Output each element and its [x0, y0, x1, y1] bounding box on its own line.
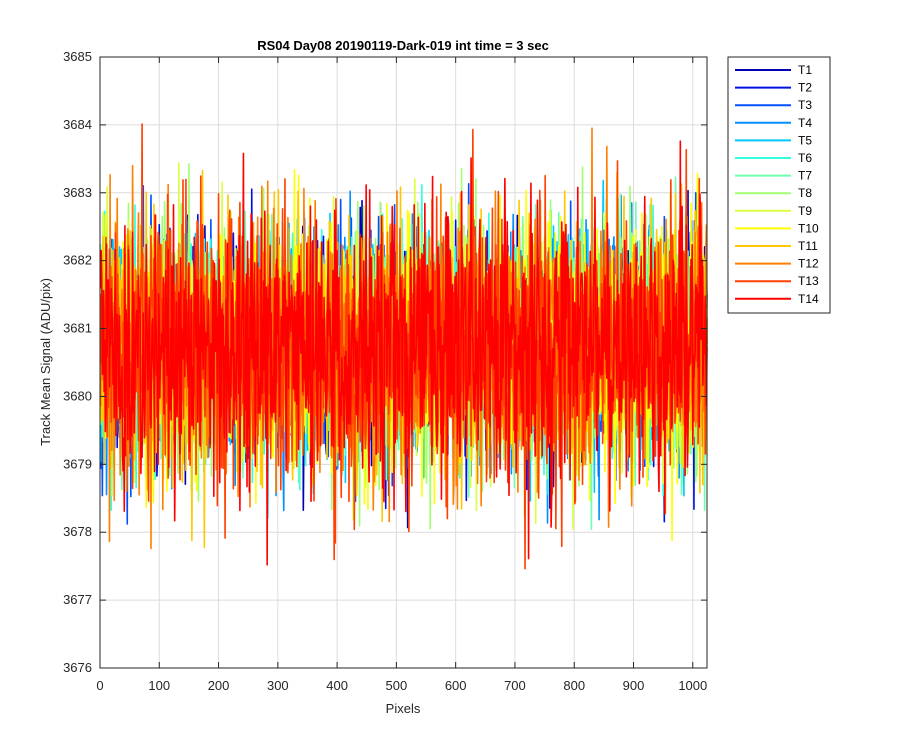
y-tick-label: 3682: [63, 253, 92, 268]
y-tick-label: 3680: [63, 388, 92, 403]
chart-title: RS04 Day08 20190119-Dark-019 int time = …: [257, 38, 549, 53]
x-tick-label: 200: [208, 678, 230, 693]
legend-label-t14: T14: [798, 292, 819, 306]
legend-label-t3: T3: [798, 98, 812, 112]
y-tick-label: 3678: [63, 524, 92, 539]
legend-label-t11: T11: [798, 239, 818, 253]
x-tick-label: 400: [326, 678, 348, 693]
legend-label-t13: T13: [798, 274, 819, 288]
x-tick-label: 700: [504, 678, 526, 693]
x-axis-label: Pixels: [386, 701, 421, 716]
y-axis-label: Track Mean Signal (ADU/pix): [38, 278, 53, 446]
y-tick-label: 3683: [63, 185, 92, 200]
legend-label-t10: T10: [798, 221, 819, 235]
axes-box: [99, 56, 708, 669]
legend-label-t9: T9: [798, 204, 812, 218]
x-tick-label: 500: [386, 678, 408, 693]
y-tick-label: 3676: [63, 660, 92, 675]
legend: T1 T2 T3 T4 T5 T6 T7 T8 T9 T10 T11 T12 T13 T14: [727, 56, 831, 314]
x-tick-label: 0: [96, 678, 103, 693]
legend-label-t1: T1: [798, 63, 812, 77]
legend-label-t6: T6: [798, 151, 812, 165]
legend-label-t12: T12: [798, 257, 819, 271]
series-line-t14: [99, 140, 708, 566]
x-tick-label: 800: [563, 678, 585, 693]
y-tick-label: 3679: [63, 456, 92, 471]
legend-label-t5: T5: [798, 133, 812, 147]
x-tick-label: 900: [623, 678, 645, 693]
legend-label-t2: T2: [798, 81, 812, 95]
x-tick-label: 300: [267, 678, 289, 693]
legend-box: [727, 56, 831, 314]
legend-label-t7: T7: [798, 169, 812, 183]
y-tick-label: 3684: [63, 117, 92, 132]
legend-label-t8: T8: [798, 186, 812, 200]
axis-ticks: 0 100 200 300 400 500 600 700 800 900 1000 3676 3677…: [63, 49, 707, 693]
legend-label-t4: T4: [798, 116, 812, 130]
x-tick-label: 600: [445, 678, 467, 693]
y-tick-label: 3681: [63, 321, 92, 336]
x-tick-label: 100: [148, 678, 170, 693]
series-group: [99, 123, 708, 570]
x-tick-label: 1000: [678, 678, 707, 693]
plot-area: 0 100 200 300 400 500 600 700 800 900 1000 3676 3677…: [63, 49, 708, 693]
y-tick-label: 3685: [63, 49, 92, 64]
y-tick-label: 3677: [63, 592, 92, 607]
